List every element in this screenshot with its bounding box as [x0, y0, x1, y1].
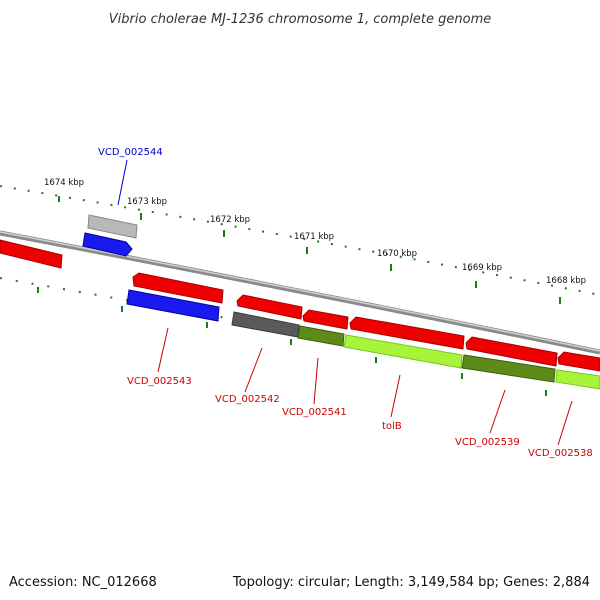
- map-title: Vibrio cholerae MJ-1236 chromosome 1, co…: [109, 12, 491, 27]
- gene-labels: VCD_002544 VCD_002543 VCD_002542 VCD_002…: [98, 147, 593, 459]
- chromosome-backbone-highlight: [0, 231, 600, 352]
- gene-feature[interactable]: [297, 325, 345, 347]
- gene-label-vcd-002539[interactable]: VCD_002539: [455, 437, 520, 448]
- leader-line: [157, 327, 169, 373]
- chromosome-backbone: [0, 230, 600, 355]
- major-ticks-outer: [58, 196, 561, 304]
- gene-feature[interactable]: [555, 369, 600, 390]
- genome-summary-text: Topology: circular; Length: 3,149,584 bp…: [232, 575, 590, 590]
- leader-line: [489, 389, 506, 434]
- tick-label: 1669 kbp: [462, 263, 502, 273]
- forward-strand-genes: [0, 214, 600, 372]
- gene-label-vcd-002541[interactable]: VCD_002541: [282, 407, 347, 418]
- leader-line: [244, 347, 263, 393]
- gene-label-vcd-002542[interactable]: VCD_002542: [215, 394, 280, 405]
- gene-feature[interactable]: [349, 316, 465, 350]
- gene-label-vcd-002543[interactable]: VCD_002543: [127, 376, 192, 387]
- tick-label: 1672 kbp: [210, 215, 250, 225]
- reverse-strand-genes: [82, 232, 600, 390]
- gene-feature[interactable]: [87, 214, 138, 239]
- gene-feature[interactable]: [465, 336, 558, 367]
- gene-feature[interactable]: [461, 354, 556, 383]
- gene-feature[interactable]: [557, 351, 600, 372]
- tick-label: 1668 kbp: [546, 276, 586, 286]
- gene-feature[interactable]: [343, 334, 463, 369]
- gene-feature[interactable]: [0, 239, 63, 269]
- gene-feature[interactable]: [302, 309, 349, 330]
- scale-tick-labels: 1674 kbp 1673 kbp 1672 kbp 1671 kbp 1670…: [44, 178, 586, 286]
- label-leaders: [117, 159, 573, 446]
- leader-line: [557, 400, 573, 446]
- major-ticks-inner: [37, 287, 547, 396]
- accession-text: Accession: NC_012668: [9, 575, 157, 590]
- gene-feature[interactable]: [126, 289, 220, 322]
- gene-label-vcd-002538[interactable]: VCD_002538: [528, 448, 593, 459]
- outer-tick-ring: [0, 185, 600, 296]
- gene-label-vcd-002544[interactable]: VCD_002544: [98, 147, 163, 158]
- gene-feature[interactable]: [82, 232, 133, 257]
- gene-feature[interactable]: [236, 294, 303, 320]
- leader-line: [390, 374, 401, 418]
- gene-feature[interactable]: [132, 272, 224, 304]
- tick-label: 1674 kbp: [44, 178, 84, 188]
- tick-label: 1671 kbp: [294, 232, 334, 242]
- tick-label: 1673 kbp: [127, 197, 167, 207]
- leader-line: [117, 159, 128, 206]
- gene-label-tolb[interactable]: tolB: [382, 421, 402, 432]
- tick-label: 1670 kbp: [377, 249, 417, 259]
- leader-line: [313, 357, 319, 405]
